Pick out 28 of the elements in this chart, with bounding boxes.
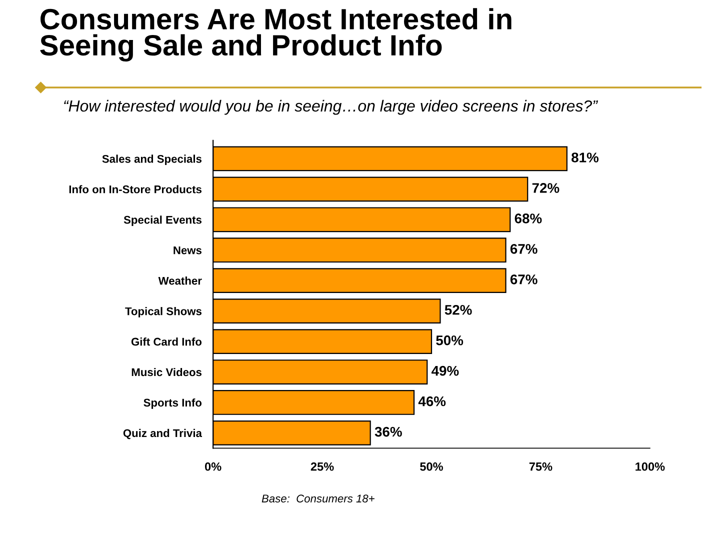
data-label: 36% (374, 426, 402, 437)
data-label: 67% (510, 244, 538, 254)
chart-subtitle: “How interested would you be in seeing…on large video screens in stores?” (64, 100, 598, 115)
y-tick-label: Sports Info (144, 398, 202, 409)
data-label: 67% (510, 274, 538, 284)
data-label: 50% (436, 335, 464, 346)
data-label: 52% (444, 304, 472, 315)
text: Base: Consumers 18+ (262, 494, 374, 502)
y-tick-label: Topical Shows (125, 307, 202, 318)
chart-title: Consumers Are Most Interested in Seeing Sale and Product Info (40, 8, 512, 62)
data-label: 49% (432, 366, 459, 376)
x-tick-label: 50% (420, 462, 444, 471)
y-tick-label: Weather (158, 276, 202, 285)
y-tick-label: Sales and Specials (102, 154, 202, 166)
y-tick-label: Quiz and Trivia (123, 428, 202, 440)
x-tick-label: 100% (636, 462, 665, 471)
y-tick-label: Special Events (124, 216, 202, 226)
data-label: 46% (418, 396, 446, 406)
y-tick-label: Gift Card Info (131, 338, 202, 346)
x-tick-label: 0% (205, 462, 222, 471)
data-label: 72% (532, 183, 560, 193)
y-tick-label: Music Videos (132, 368, 202, 376)
y-tick-label: News (174, 246, 202, 254)
x-tick-label: 25% (310, 462, 334, 471)
data-label: 81% (572, 152, 599, 162)
x-tick-label: 75% (529, 462, 552, 471)
data-label: 68% (514, 214, 542, 224)
y-tick-label: Info on In-Store Products (69, 185, 202, 194)
